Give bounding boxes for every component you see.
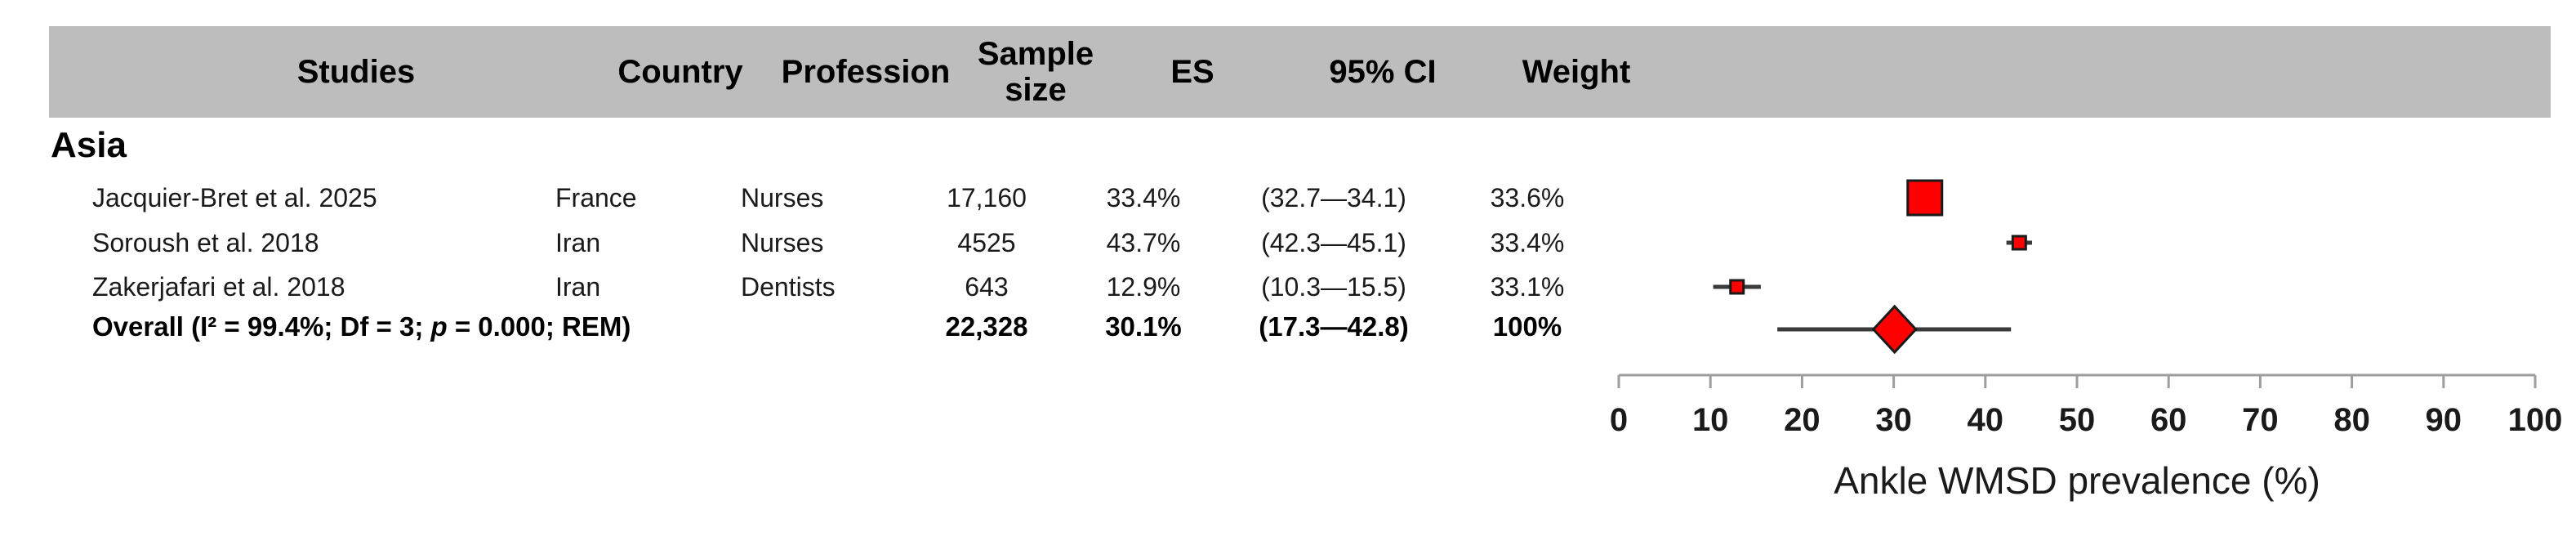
- country: France: [555, 183, 637, 212]
- es-value: 30.1%: [1105, 311, 1182, 342]
- header-weight-label: Weight: [1522, 54, 1631, 90]
- profession: Nurses: [741, 183, 824, 212]
- x-tick-label: 20: [1784, 402, 1821, 438]
- x-tick-label: 40: [1968, 402, 2004, 438]
- country: Iran: [555, 228, 601, 257]
- weight: 33.6%: [1490, 183, 1565, 212]
- x-tick-label: 30: [1875, 402, 1912, 438]
- es-value: 33.4%: [1106, 183, 1181, 212]
- es-value: 43.7%: [1106, 228, 1181, 257]
- header-sample-size: Sample size: [917, 26, 1154, 118]
- overall-label-suffix: = 0.000; REM): [447, 311, 631, 342]
- overall-label: Overall (I² = 99.4%; Df = 3; p = 0.000; …: [92, 309, 631, 345]
- x-tick-label: 50: [2059, 402, 2096, 438]
- forest-marker-square: [1729, 279, 1745, 295]
- x-tick-label: 70: [2242, 402, 2279, 438]
- sample-size: 4525: [957, 228, 1016, 257]
- sample-size: 22,328: [945, 311, 1028, 342]
- header-sample-size-label: Sample size: [977, 36, 1094, 108]
- x-tick-label: 60: [2150, 402, 2187, 438]
- ci-range: (42.3—45.1): [1261, 228, 1406, 257]
- overall-label-prefix: Overall (I² = 99.4%; Df = 3;: [92, 311, 431, 342]
- weight: 33.4%: [1490, 228, 1565, 257]
- header-profession-label: Profession: [781, 54, 951, 90]
- table-row-study-3: Zakerjafari et al. 2018 Iran Dentists 64…: [0, 269, 1633, 305]
- study-name: Jacquier-Bret et al. 2025: [92, 183, 377, 212]
- x-tick-label: 10: [1692, 402, 1729, 438]
- header-country-label: Country: [617, 54, 743, 90]
- header-ci-label: 95% CI: [1329, 54, 1437, 90]
- weight: 33.1%: [1490, 272, 1565, 302]
- header-es: ES: [1062, 26, 1323, 118]
- country: Iran: [555, 272, 601, 302]
- x-tick-label: 100: [2508, 402, 2563, 438]
- group-label-asia: Asia: [51, 125, 127, 165]
- header-es-label: ES: [1170, 54, 1214, 90]
- header-studies-label: Studies: [296, 54, 416, 90]
- ci-range: (17.3—42.8): [1259, 311, 1409, 342]
- study-name: Zakerjafari et al. 2018: [92, 272, 345, 302]
- study-name: Soroush et al. 2018: [92, 228, 319, 257]
- weight: 100%: [1492, 311, 1562, 342]
- sample-size: 643: [965, 272, 1009, 302]
- forest-marker-square: [1906, 179, 1944, 217]
- x-tick-label: 0: [1610, 402, 1628, 438]
- table-row-study-2: Soroush et al. 2018 Iran Nurses 4525 43.…: [0, 225, 1633, 261]
- profession: Dentists: [741, 272, 836, 302]
- ci-range: (10.3—15.5): [1261, 272, 1406, 302]
- table-row-overall: Overall (I² = 99.4%; Df = 3; p = 0.000; …: [0, 309, 1633, 345]
- header-weight: Weight: [1446, 26, 1707, 118]
- header-country: Country: [550, 26, 811, 118]
- table-row-study-1: Jacquier-Bret et al. 2025 France Nurses …: [0, 180, 1633, 216]
- forest-marker-square: [2011, 235, 2027, 251]
- overall-label-p: p: [430, 311, 448, 342]
- header-ci: 95% CI: [1211, 26, 1554, 118]
- header-profession: Profession: [739, 26, 992, 118]
- x-tick-label: 90: [2426, 402, 2462, 438]
- profession: Nurses: [741, 228, 824, 257]
- x-tick-label: 80: [2333, 402, 2370, 438]
- es-value: 12.9%: [1106, 272, 1181, 302]
- ci-range: (32.7—34.1): [1261, 183, 1406, 212]
- header-studies: Studies: [185, 26, 528, 118]
- x-axis-title: Ankle WMSD prevalence (%): [1834, 459, 2320, 502]
- sample-size: 17,160: [947, 183, 1027, 212]
- overall-diamond: [1871, 304, 1918, 355]
- table-header-band: Studies Country Profession Sample size E…: [49, 26, 2551, 118]
